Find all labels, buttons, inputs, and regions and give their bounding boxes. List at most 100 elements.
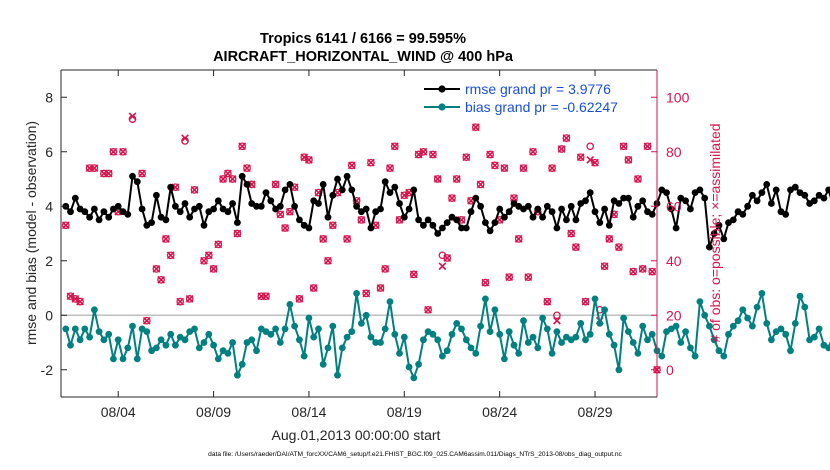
rmse-data-point [319, 181, 327, 188]
obs-assimilated-point [157, 275, 165, 284]
bias-data-point [524, 339, 532, 346]
bias-data-point [415, 360, 422, 368]
bias-data-point [133, 355, 141, 363]
bias-data-point [782, 330, 790, 338]
bias-data-point [529, 333, 537, 341]
rmse-data-point [234, 219, 241, 227]
obs-possible-point [138, 169, 146, 178]
obs-possible-point [505, 273, 514, 281]
bias-data-point [634, 350, 642, 357]
rmse-data-point [753, 197, 761, 205]
bias-data-point [791, 320, 799, 327]
bias-data-point [129, 322, 136, 330]
obs-possible-point [586, 142, 595, 151]
obs-assimilated-point [128, 112, 137, 121]
bias-data-point [744, 314, 751, 322]
obs-possible-point [643, 142, 652, 151]
obs-assimilated-point [557, 145, 566, 153]
bias-data-point [191, 325, 198, 333]
bias-data-point [739, 306, 747, 314]
obs-possible-point [462, 153, 471, 162]
rmse-data-point [701, 194, 709, 202]
legend-rmse-marker [438, 85, 446, 93]
rmse-data-point [100, 208, 108, 216]
rmse-data-point [482, 219, 489, 227]
bias-data-point [586, 330, 594, 338]
obs-assimilated-point [262, 292, 270, 301]
rmse-data-point [324, 213, 332, 221]
obs-possible-point [61, 221, 70, 230]
obs-possible-point [481, 278, 490, 287]
rmse-data-point [601, 205, 608, 213]
bias-data-point [644, 336, 651, 344]
obs-possible-point [166, 251, 175, 260]
obs-possible-point [500, 164, 509, 172]
rmse-data-point [243, 181, 251, 188]
rmse-data-point [133, 178, 141, 186]
bias-data-point [381, 325, 389, 333]
obs-possible-point [142, 316, 151, 325]
left-y-tick-label: 8 [45, 89, 53, 105]
bias-data-point [620, 314, 627, 322]
bias-data-point [167, 330, 175, 338]
rmse-data-point [639, 197, 647, 205]
obs-assimilated-point [638, 265, 647, 273]
rmse-data-point [791, 183, 799, 191]
obs-assimilated-point [500, 164, 509, 172]
left-y-tick-label: -2 [41, 362, 54, 378]
obs-assimilated-point [429, 150, 437, 159]
bias-data-point [482, 295, 489, 303]
obs-assimilated-point [543, 297, 552, 306]
rmse-data-point [648, 211, 656, 218]
obs-possible-point [429, 150, 437, 159]
obs-assimilated-point [448, 194, 456, 202]
obs-assimilated-point [615, 243, 623, 251]
bias-data-point [548, 350, 556, 357]
bias-data-point [687, 344, 694, 352]
obs-possible-point [381, 265, 390, 273]
obs-possible-point [228, 175, 237, 183]
obs-assimilated-point [419, 147, 428, 156]
obs-assimilated-point [553, 316, 561, 325]
obs-possible-point [224, 169, 232, 178]
bias-data-point [729, 322, 737, 330]
rmse-data-point [224, 208, 232, 216]
bias-data-point [329, 322, 337, 330]
bias-data-point [62, 325, 70, 333]
obs-assimilated-point [166, 251, 175, 260]
obs-assimilated-point [343, 235, 351, 243]
obs-possible-point [638, 265, 647, 273]
rmse-data-point [400, 213, 408, 221]
bias-data-point [224, 350, 232, 357]
obs-assimilated-point [76, 297, 84, 306]
rmse-data-point [291, 202, 298, 210]
rmse-data-point [286, 181, 294, 188]
rmse-data-point [591, 208, 599, 216]
rmse-data-point [267, 197, 275, 205]
obs-assimilated-point [514, 235, 523, 243]
bias-data-point [67, 341, 74, 349]
left-y-ticks: -2 0 2 4 6 8 [41, 89, 67, 378]
obs-possible-point [514, 235, 523, 243]
bias-data-point [358, 320, 365, 327]
obs-assimilated-point [510, 194, 518, 202]
bias-data-point [105, 330, 113, 338]
obs-possible-point [219, 175, 227, 183]
bias-data-point [591, 295, 599, 303]
bias-data-point [496, 330, 504, 338]
obs-possible-point [209, 265, 218, 273]
bias-data-point [162, 341, 170, 349]
obs-assimilated-point [233, 229, 242, 238]
bias-data-point [434, 336, 442, 344]
bias-data-point [114, 336, 122, 344]
bias-data-point [639, 322, 647, 330]
obs-possible-point [491, 161, 499, 170]
bias-data-point [319, 360, 327, 368]
obs-possible-point [243, 164, 251, 172]
obs-possible-point [324, 256, 332, 265]
obs-possible-point [190, 186, 199, 194]
rmse-data-point [405, 205, 413, 213]
rmse-data-point [86, 213, 93, 221]
bias-data-point [734, 317, 742, 325]
obs-assimilated-point [619, 142, 628, 151]
